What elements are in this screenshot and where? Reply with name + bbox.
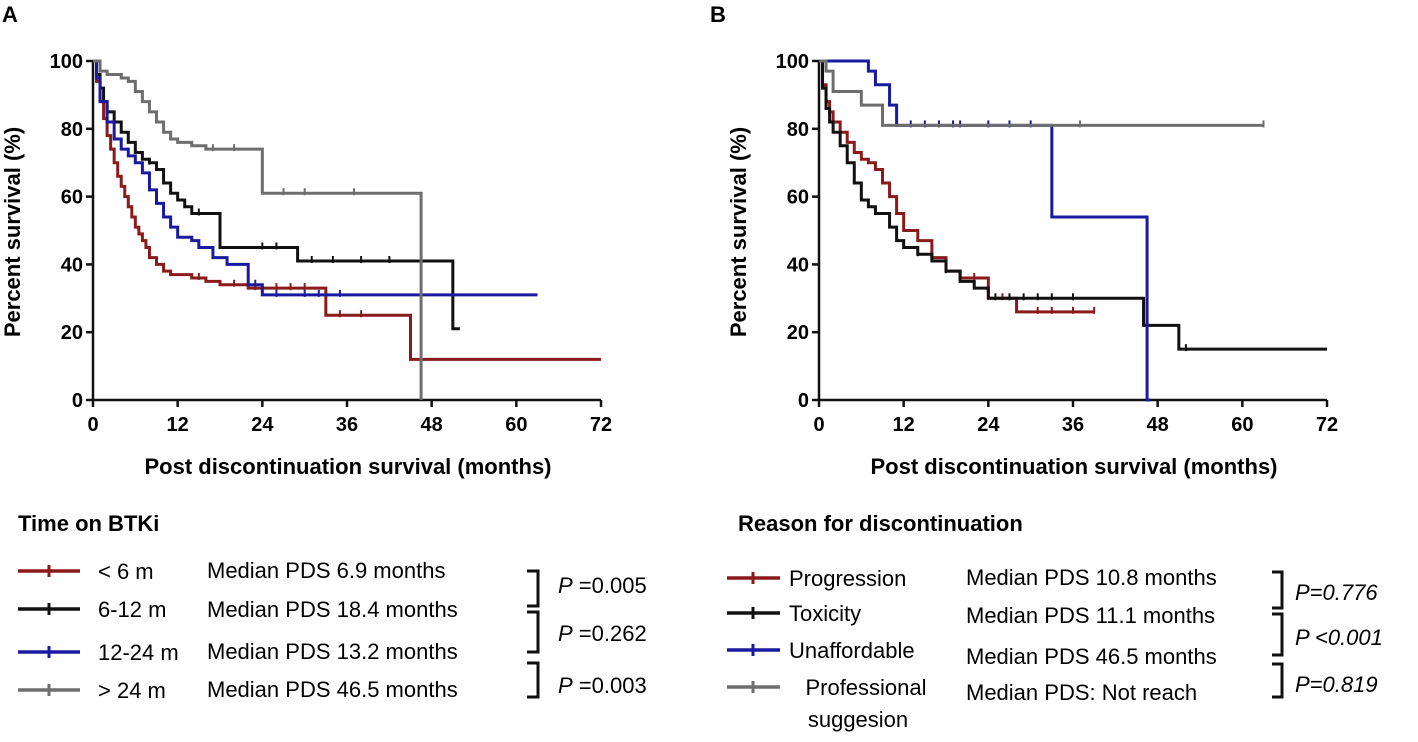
x-tick-label-b: 0 — [813, 414, 824, 436]
bracket-a-2 — [527, 610, 540, 654]
km-curve-a-3 — [93, 59, 423, 400]
legend-title-a: Time on BTKi — [18, 511, 159, 536]
legend-title-b: Reason for discontinuation — [738, 511, 1023, 536]
p-value-b-2: P <0.001 — [1295, 625, 1383, 650]
legend-label-suggesion: suggesion — [808, 707, 908, 732]
panel-b: B Percent survival (%) Post discontinuat… — [710, 2, 1338, 479]
y-tick-label-a: 40 — [61, 254, 83, 276]
median-12-24m: Median PDS 13.2 months — [207, 639, 458, 664]
y-tick-label-b: 60 — [787, 187, 809, 209]
p-value-a-3: P =0.003 — [558, 673, 647, 698]
legend-label-lt6m: < 6 m — [98, 559, 154, 584]
bracket-b-1 — [1272, 570, 1284, 610]
x-tick-label-a: 12 — [167, 414, 189, 436]
legend-b: Reason for discontinuation Progression M… — [727, 511, 1383, 732]
x-tick-label-a: 36 — [336, 414, 358, 436]
km-curve-b-2 — [819, 59, 1151, 402]
x-axis-label-b: Post discontinuation survival (months) — [870, 454, 1277, 479]
legend-label-gt24m: > 24 m — [98, 678, 166, 703]
bracket-a-3 — [527, 661, 540, 699]
y-tick-label-b: 100 — [776, 51, 809, 73]
median-toxicity: Median PDS 11.1 months — [966, 603, 1215, 628]
median-6-12m: Median PDS 18.4 months — [207, 597, 458, 622]
km-curve-a-2 — [93, 59, 538, 297]
bracket-b-2 — [1272, 612, 1284, 657]
y-tick-label-a: 60 — [61, 187, 83, 209]
x-tick-label-a: 0 — [87, 414, 98, 436]
km-curve-b-3 — [819, 59, 1264, 127]
y-tick-label-b: 0 — [798, 390, 809, 412]
y-tick-label-a: 100 — [50, 51, 83, 73]
x-tick-label-b: 72 — [1316, 414, 1338, 436]
x-tick-label-a: 48 — [421, 414, 443, 436]
y-axis-label-a: Percent survival (%) — [0, 127, 25, 337]
p-value-a-1: P =0.005 — [558, 573, 647, 598]
p-value-b-3: P=0.819 — [1295, 672, 1378, 697]
y-tick-label-a: 0 — [72, 390, 83, 412]
bracket-b-3 — [1272, 662, 1284, 699]
legend-label-unaffordable: Unaffordable — [789, 638, 915, 663]
x-axis-label-a: Post discontinuation survival (months) — [144, 454, 551, 479]
y-tick-label-a: 80 — [61, 119, 83, 141]
km-curve-b-1 — [819, 59, 1327, 351]
y-axis-label-b: Percent survival (%) — [726, 127, 751, 337]
legend-a: Time on BTKi < 6 m Median PDS 6.9 months… — [18, 511, 647, 703]
x-tick-label-a: 24 — [251, 414, 274, 436]
y-tick-label-b: 20 — [787, 322, 809, 344]
panel-a: A Percent survival (%) Post discontinuat… — [0, 2, 612, 479]
legend-label-professional: Professional — [805, 675, 926, 700]
legend-label-toxicity: Toxicity — [789, 601, 861, 626]
panel-label-b: B — [710, 2, 726, 27]
median-progression: Median PDS 10.8 months — [966, 565, 1217, 590]
x-tick-label-b: 24 — [977, 414, 1000, 436]
legend-label-12-24m: 12-24 m — [98, 640, 179, 665]
x-tick-label-b: 48 — [1147, 414, 1169, 436]
legend-label-6-12m: 6-12 m — [98, 597, 166, 622]
legend-label-progression: Progression — [789, 566, 906, 591]
median-gt24m: Median PDS 46.5 months — [207, 677, 458, 702]
bracket-a-1 — [527, 569, 540, 608]
p-value-b-1: P=0.776 — [1295, 580, 1378, 605]
plot-area-b: 0 20 40 60 80 100 0 12 24 36 48 60 72 — [776, 51, 1339, 436]
x-tick-label-a: 72 — [590, 414, 612, 436]
panel-label-a: A — [2, 2, 18, 27]
x-tick-label-b: 12 — [893, 414, 915, 436]
median-professional: Median PDS: Not reach — [966, 680, 1197, 705]
x-tick-label-a: 60 — [505, 414, 527, 436]
y-tick-label-a: 20 — [61, 322, 83, 344]
plot-area-a: 0 20 40 60 80 100 0 12 24 36 48 60 72 — [50, 51, 613, 436]
p-value-a-2: P =0.262 — [558, 621, 647, 646]
km-curve-a-0 — [93, 59, 601, 361]
median-unaffordable: Median PDS 46.5 months — [966, 644, 1217, 669]
median-lt6m: Median PDS 6.9 months — [207, 558, 445, 583]
y-tick-label-b: 80 — [787, 119, 809, 141]
y-tick-label-b: 40 — [787, 254, 809, 276]
x-tick-label-b: 60 — [1231, 414, 1253, 436]
x-tick-label-b: 36 — [1062, 414, 1084, 436]
